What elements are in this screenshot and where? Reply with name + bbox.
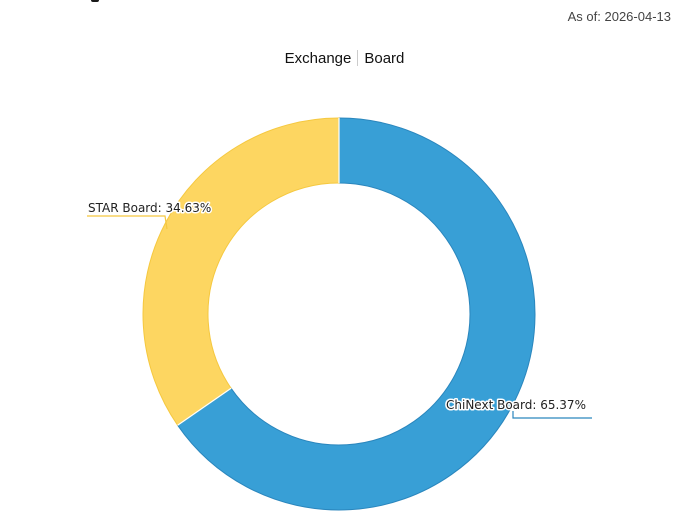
- label-chinext-board: ChiNext Board: 65.37%: [446, 398, 586, 412]
- leader-line-star: [87, 215, 168, 230]
- tab-exchange[interactable]: Exchange: [284, 50, 352, 67]
- cropped-text-fragment: [91, 0, 99, 2]
- slice-star-board[interactable]: [142, 117, 340, 426]
- tab-separator: [357, 50, 359, 66]
- slice-chinext-board[interactable]: [176, 117, 536, 511]
- label-star-board: STAR Board: 34.63%: [88, 201, 211, 215]
- grouping-tabs: Exchange Board: [0, 50, 689, 67]
- leader-line-chinext: [512, 411, 592, 419]
- as-of-date: As of: 2026-04-13: [567, 9, 671, 24]
- tab-board[interactable]: Board: [364, 50, 405, 67]
